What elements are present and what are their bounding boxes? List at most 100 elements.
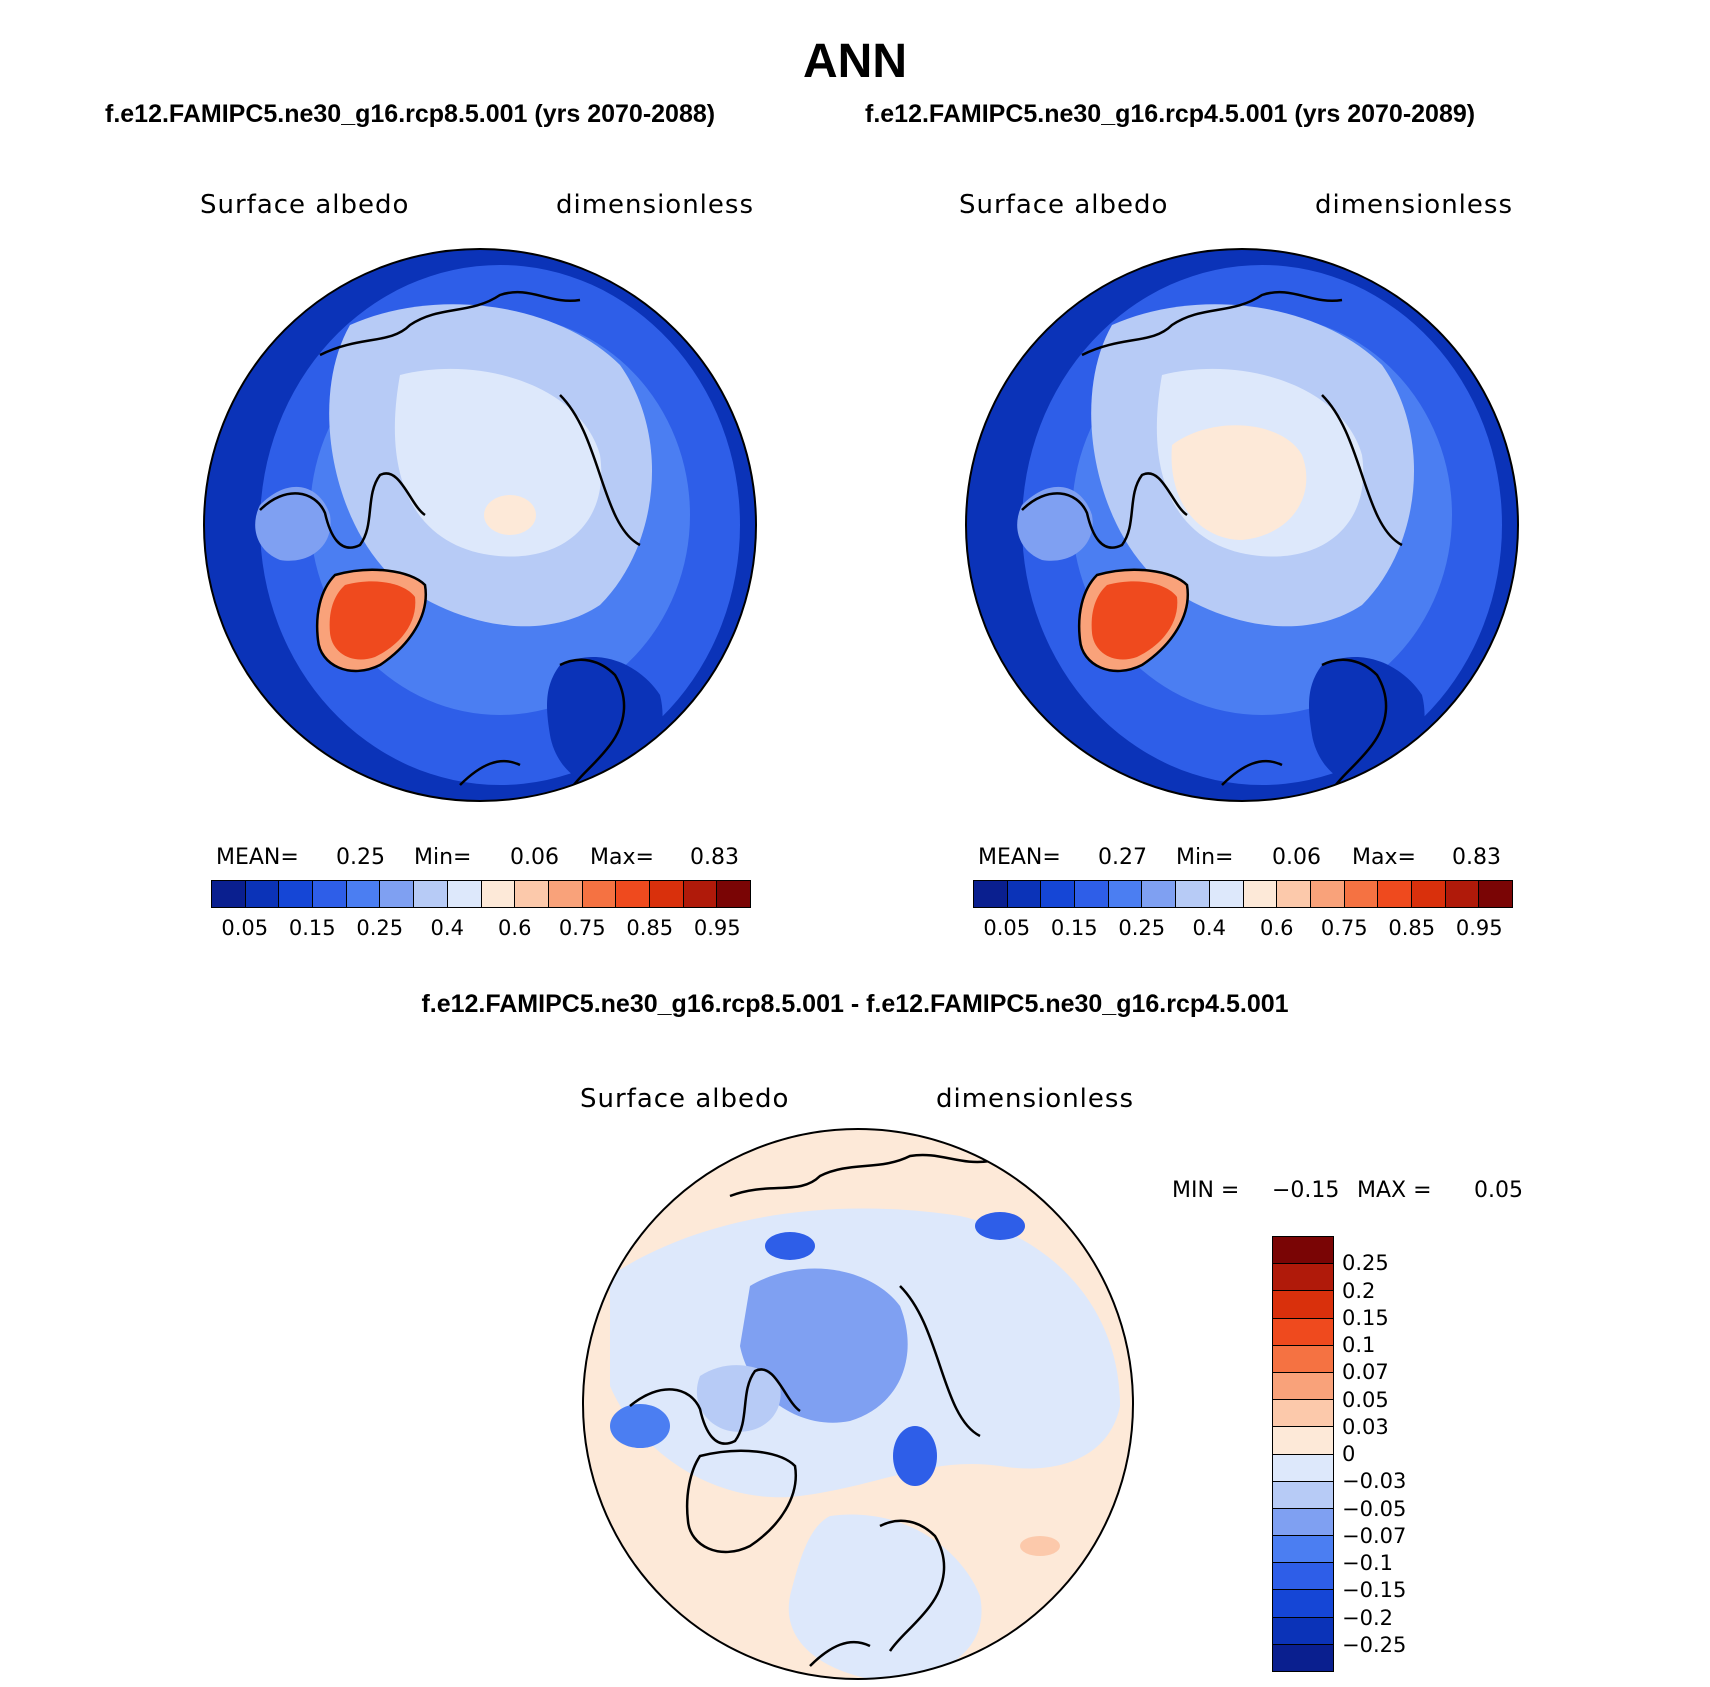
colorbar-segment: [1445, 881, 1480, 907]
colorbar-tick-label: 0.1: [1342, 1333, 1376, 1357]
right-min-value: 0.06: [1272, 845, 1321, 870]
colorbar-segment: [414, 881, 448, 907]
colorbar-tick-label: 0.15: [1050, 916, 1098, 940]
colorbar-tick-label: 0.75: [558, 916, 606, 940]
east-siberia-coast: [559, 394, 641, 547]
canada-decrease: [696, 1365, 781, 1432]
colorbar-segment: [1273, 1563, 1333, 1591]
scandinavia-coast: [1321, 658, 1388, 791]
north-america-coast: [259, 472, 426, 549]
greenland-inner: [329, 581, 416, 660]
colorbar-tick-label: 0.07: [1342, 1360, 1389, 1385]
colorbar-segment: [1273, 1372, 1333, 1401]
colorbar-tick-label: −0.05: [1342, 1496, 1407, 1521]
colorbar-segment: [1273, 1536, 1333, 1564]
colorbar-segment: [1273, 1617, 1333, 1645]
colorbar-segment: [1273, 1644, 1333, 1671]
alaska-field: [1017, 486, 1093, 561]
diff-units-label: dimensionless: [936, 1084, 1134, 1114]
colorbar-tick-label: −0.07: [1342, 1523, 1407, 1548]
left-mean-label: MEAN=: [216, 845, 299, 870]
right-variable-label: Surface albedo: [959, 190, 1169, 220]
colorbar-tick-label: −0.25: [1342, 1632, 1407, 1657]
kamchatka-decrease: [975, 1212, 1025, 1240]
ice-decrease: [740, 1268, 908, 1423]
colorbar-segment: [1007, 881, 1042, 907]
colorbar-segment: [447, 881, 482, 907]
colorbar-segment: [1273, 1508, 1333, 1537]
colorbar-segment: [683, 881, 718, 907]
colorbar-segment: [582, 881, 617, 907]
colorbar-segment: [1273, 1318, 1333, 1346]
colorbar-segment: [1243, 881, 1278, 907]
colorbar-tick-label: 0.2: [1342, 1278, 1376, 1303]
diff-min-label: MIN =: [1172, 1178, 1240, 1203]
left-polar-map: [203, 248, 757, 802]
colorbar-segment: [1142, 881, 1177, 907]
colorbar-tick-label: 0.15: [1342, 1305, 1389, 1330]
east-siberia-coast: [899, 1285, 981, 1438]
colorbar-segment: [974, 881, 1008, 907]
ice-peak: [484, 495, 536, 535]
sea-ice-field: [394, 368, 602, 557]
colorbar-segment: [1310, 881, 1345, 907]
north-america-coast: [1021, 472, 1188, 549]
right-max-value: 0.83: [1452, 845, 1501, 870]
colorbar-tick-label: −0.03: [1342, 1469, 1407, 1494]
scandinavia-coast: [879, 1519, 946, 1652]
right-case-title: f.e12.FAMIPC5.ne30_g16.rcp4.5.001 (yrs 2…: [865, 100, 1476, 128]
siberia-coast: [729, 1153, 991, 1198]
left-min-value: 0.06: [510, 845, 559, 870]
colorbar-tick-label: −0.15: [1342, 1578, 1407, 1603]
colorbar-segment: [616, 881, 650, 907]
colorbar-segment: [1273, 1481, 1333, 1509]
colorbar-segment: [1273, 1590, 1333, 1618]
colorbar-tick-label: 0.6: [498, 916, 532, 940]
left-min-label: Min=: [414, 845, 472, 870]
colorbar-tick-label: −0.1: [1342, 1551, 1393, 1575]
colorbar-tick-label: 0.05: [983, 916, 1031, 940]
colorbar-segment: [1041, 881, 1076, 907]
left-variable-label: Surface albedo: [200, 190, 410, 220]
colorbar-tick-label: 0.6: [1260, 916, 1294, 940]
colorbar-segment: [1344, 881, 1379, 907]
colorbar-tick-label: −0.2: [1342, 1605, 1393, 1630]
colorbar-tick-label: 0.25: [1118, 916, 1166, 940]
alaska-field: [255, 486, 331, 561]
diff-max-value: 0.05: [1474, 1178, 1523, 1203]
colorbar-tick-label: 0.85: [626, 916, 674, 940]
colorbar-segment: [649, 881, 684, 907]
diff-colorbar: [1272, 1236, 1334, 1672]
colorbar-tick-label: 0.4: [430, 916, 464, 940]
colorbar-segment: [1273, 1345, 1333, 1373]
left-max-value: 0.83: [690, 845, 739, 870]
colorbar-segment: [1273, 1400, 1333, 1428]
scandinavia-coast: [559, 658, 626, 791]
colorbar-tick-label: 0.15: [288, 916, 336, 940]
greenland-coast: [685, 1449, 798, 1554]
uk-coast: [809, 1640, 871, 1667]
colorbar-segment: [380, 881, 415, 907]
colorbar-segment: [1108, 881, 1143, 907]
diff-case-title: f.e12.FAMIPC5.ne30_g16.rcp8.5.001 - f.e1…: [421, 990, 1289, 1018]
europe-negative: [788, 1514, 982, 1679]
colorbar-segment: [1277, 881, 1311, 907]
right-polar-map: [965, 248, 1519, 802]
siberia-coast: [1081, 290, 1343, 357]
colorbar-tick-label: 0: [1342, 1442, 1356, 1466]
right-colorbar: [973, 880, 1513, 908]
greenland-inner: [1091, 581, 1178, 660]
colorbar-tick-label: 0.03: [1342, 1414, 1389, 1439]
colorbar-segment: [245, 881, 280, 907]
right-units-label: dimensionless: [1315, 190, 1513, 220]
colorbar-tick-label: 0.95: [1455, 916, 1503, 940]
left-case-title: f.e12.FAMIPC5.ne30_g16.rcp8.5.001 (yrs 2…: [105, 100, 716, 128]
colorbar-segment: [212, 881, 246, 907]
alaska-decrease: [610, 1404, 670, 1448]
left-colorbar: [211, 880, 751, 908]
right-max-label: Max=: [1352, 845, 1416, 870]
colorbar-tick-label: 0.05: [1342, 1387, 1389, 1412]
north-america-coast: [629, 1368, 801, 1445]
diff-polar-map: [582, 1128, 1134, 1680]
colorbar-segment: [1273, 1291, 1333, 1319]
